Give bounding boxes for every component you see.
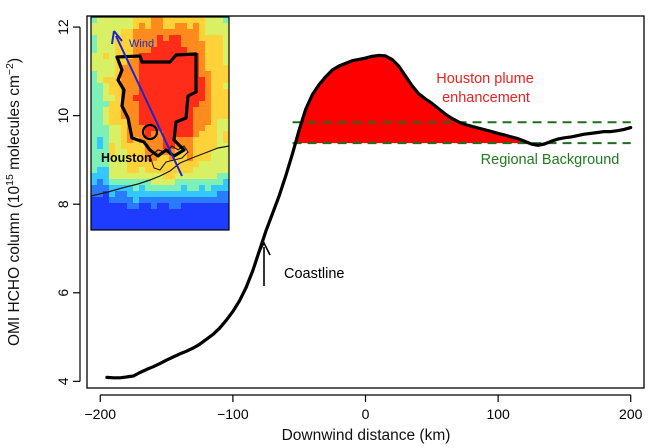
inset-wind-label: Wind xyxy=(129,38,154,50)
x-tick-label: −200 xyxy=(84,406,116,422)
inset-coastline xyxy=(91,145,229,197)
x-tick-label: 100 xyxy=(486,406,510,422)
y-tick-label: 8 xyxy=(55,200,71,208)
x-tick-label: 200 xyxy=(619,406,643,422)
inset-county-boundary xyxy=(115,52,198,158)
y-tick-label: 4 xyxy=(55,377,71,385)
plot-frame xyxy=(86,15,645,389)
x-axis-title: Downwind distance (km) xyxy=(282,427,451,444)
y-tick-label: 10 xyxy=(55,108,71,124)
y-tick-label: 6 xyxy=(55,289,71,297)
y-axis: 4 6 8 10 12 xyxy=(55,19,81,385)
inset-wind-arrow-shaft xyxy=(115,35,183,177)
x-tick-label: −100 xyxy=(217,406,249,422)
hcho-profile-line xyxy=(105,53,633,380)
inset-city-label: Houston xyxy=(101,151,152,165)
inset-houston-marker xyxy=(141,123,159,141)
y-axis-title: OMI HCHO column (1015 molecules cm−2) xyxy=(4,58,23,346)
y-tick-label: 12 xyxy=(55,19,71,35)
background-annotation: Regional Background xyxy=(481,152,620,168)
x-axis: −200 −100 0 100 200 xyxy=(84,394,643,422)
plume-annotation-line1: Houston plume xyxy=(436,71,534,87)
coastline-annotation: Coastline xyxy=(284,266,344,282)
inset-border xyxy=(90,16,230,231)
plume-enhancement-area xyxy=(295,55,530,144)
plume-annotation-line2: enhancement xyxy=(442,90,530,106)
x-tick-label: 0 xyxy=(362,406,370,422)
inset-map: Wind Houston xyxy=(90,16,230,231)
coastline-arrow xyxy=(257,241,271,286)
inset-wind-arrow-head xyxy=(111,30,123,45)
inset-heatmap xyxy=(91,17,229,230)
